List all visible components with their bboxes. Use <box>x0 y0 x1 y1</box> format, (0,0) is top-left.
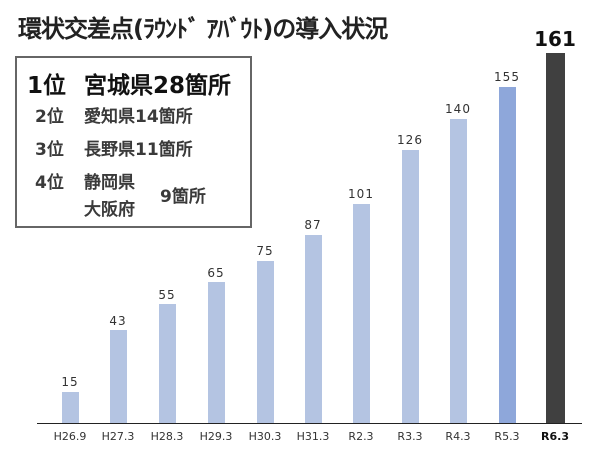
x-tick-label: H31.3 <box>296 430 330 443</box>
bar-value: 101 <box>348 187 374 201</box>
bar-value: 55 <box>158 288 176 302</box>
x-tick-label: H29.3 <box>199 430 233 443</box>
bar-h27-3 <box>110 330 127 423</box>
bar-value: 75 <box>256 244 274 258</box>
bar-h31-3 <box>305 235 322 423</box>
x-tick-label: R5.3 <box>494 430 520 443</box>
bar-r3-3 <box>402 150 419 423</box>
bar-value: 140 <box>445 102 471 116</box>
bar-r6-3 <box>546 53 565 423</box>
bar-h29-3 <box>208 282 225 423</box>
bar-value: 87 <box>304 218 322 232</box>
bar-r5-3 <box>499 87 516 423</box>
bar-h30-3 <box>257 261 274 423</box>
bar-value-latest: 161 <box>534 27 576 51</box>
ranking-4-pref2: 大阪府 <box>84 200 135 220</box>
bar-value: 126 <box>397 133 423 147</box>
bar-r4-3 <box>450 119 467 423</box>
bar-r2-3 <box>353 204 370 423</box>
x-tick-label: H30.3 <box>248 430 282 443</box>
bar-value: 155 <box>494 70 520 84</box>
bar-value: 15 <box>61 375 79 389</box>
x-tick-label: H27.3 <box>101 430 135 443</box>
x-tick-label: R4.3 <box>445 430 471 443</box>
ranking-4-pref1: 静岡県 <box>84 173 135 193</box>
ranking-1-text: 宮城県28箇所 <box>84 73 232 99</box>
x-axis-line <box>37 423 582 424</box>
ranking-1-position: 1位 <box>27 73 67 99</box>
bar-h26-9 <box>62 392 79 423</box>
ranking-2-position: 2位 <box>35 107 64 127</box>
ranking-4-count: 9箇所 <box>160 187 206 207</box>
x-tick-label: R2.3 <box>348 430 374 443</box>
ranking-box: 1位 宮城県28箇所 2位 愛知県14箇所 3位 長野県11箇所 4位 静岡県 … <box>15 56 252 228</box>
bar-value: 65 <box>207 266 225 280</box>
chart-title: 環状交差点(ﾗｳﾝﾄﾞ ｱﾊﾞｳﾄ)の導入状況 <box>18 15 388 43</box>
ranking-3-text: 長野県11箇所 <box>84 140 193 160</box>
bar-h28-3 <box>159 304 176 423</box>
x-tick-label: H26.9 <box>53 430 87 443</box>
ranking-3-position: 3位 <box>35 140 64 160</box>
x-tick-label-latest: R6.3 <box>541 430 569 443</box>
x-tick-label: H28.3 <box>150 430 184 443</box>
ranking-4-position: 4位 <box>35 173 64 193</box>
x-tick-label: R3.3 <box>397 430 423 443</box>
ranking-2-text: 愛知県14箇所 <box>84 107 193 127</box>
bar-value: 43 <box>109 314 127 328</box>
